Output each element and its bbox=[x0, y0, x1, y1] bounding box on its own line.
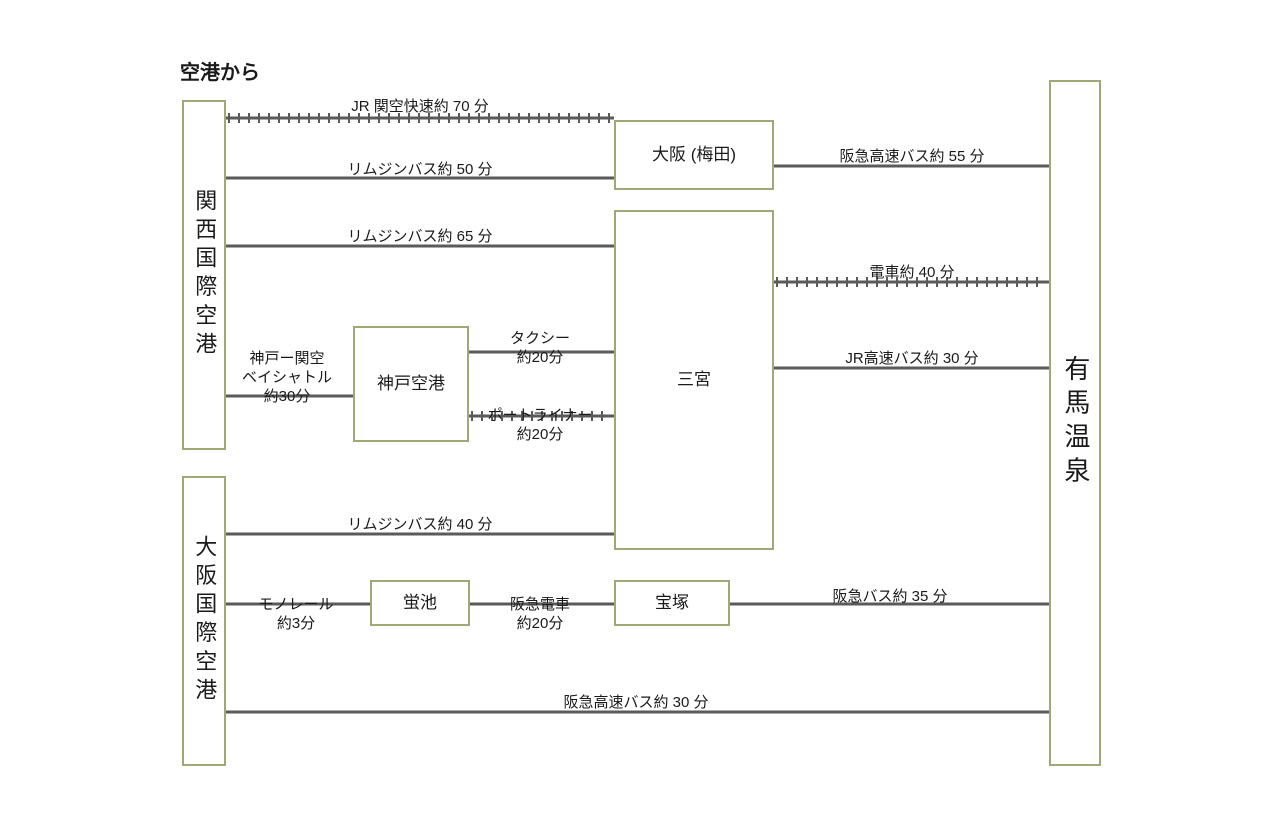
node-hotarugaike: 蛍池 bbox=[370, 580, 470, 626]
edge-label-3: リムジンバス約 65 分 bbox=[347, 228, 492, 247]
edge-label-4: 電車約 40 分 bbox=[869, 264, 954, 283]
edge-label-9: リムジンバス約 40 分 bbox=[347, 516, 492, 535]
node-kansai_airport: 関西国際空港 bbox=[182, 100, 226, 450]
airport-route-diagram: 関西国際空港大阪国際空港 有馬温泉 大阪 (梅田) 三宮 神戸空港蛍池 宝塚 JR 関空快… bbox=[0, 0, 1280, 814]
edge-label-12: 阪急バス約 35 分 bbox=[832, 588, 947, 607]
node-osaka_umeda: 大阪 (梅田) bbox=[614, 120, 774, 190]
node-sannomiya: 三宮 bbox=[614, 210, 774, 550]
edge-label-2: 阪急高速バス約 55 分 bbox=[839, 148, 984, 167]
node-kobe_airport: 神戸空港 bbox=[353, 326, 469, 442]
node-osaka_airport: 大阪国際空港 bbox=[182, 476, 226, 766]
edge-label-11: 阪急電車約20分 bbox=[510, 596, 570, 634]
edge-label-13: 阪急高速バス約 30 分 bbox=[563, 694, 708, 713]
node-arima_onsen: 有馬温泉 bbox=[1049, 80, 1101, 766]
edge-label-10: モノレール約3分 bbox=[258, 596, 333, 634]
edge-label-7: ポートライナー約20分 bbox=[488, 407, 593, 445]
edge-label-5: 神戸ー関空ベイシャトル約30分 bbox=[242, 350, 332, 406]
edge-label-1: リムジンバス約 50 分 bbox=[347, 161, 492, 180]
node-takarazuka: 宝塚 bbox=[614, 580, 730, 626]
diagram-title: 空港から bbox=[180, 56, 260, 85]
edge-label-6: タクシー約20分 bbox=[510, 330, 570, 368]
edge-label-0: JR 関空快速約 70 分 bbox=[351, 98, 489, 117]
edge-label-8: JR高速バス約 30 分 bbox=[845, 350, 978, 369]
